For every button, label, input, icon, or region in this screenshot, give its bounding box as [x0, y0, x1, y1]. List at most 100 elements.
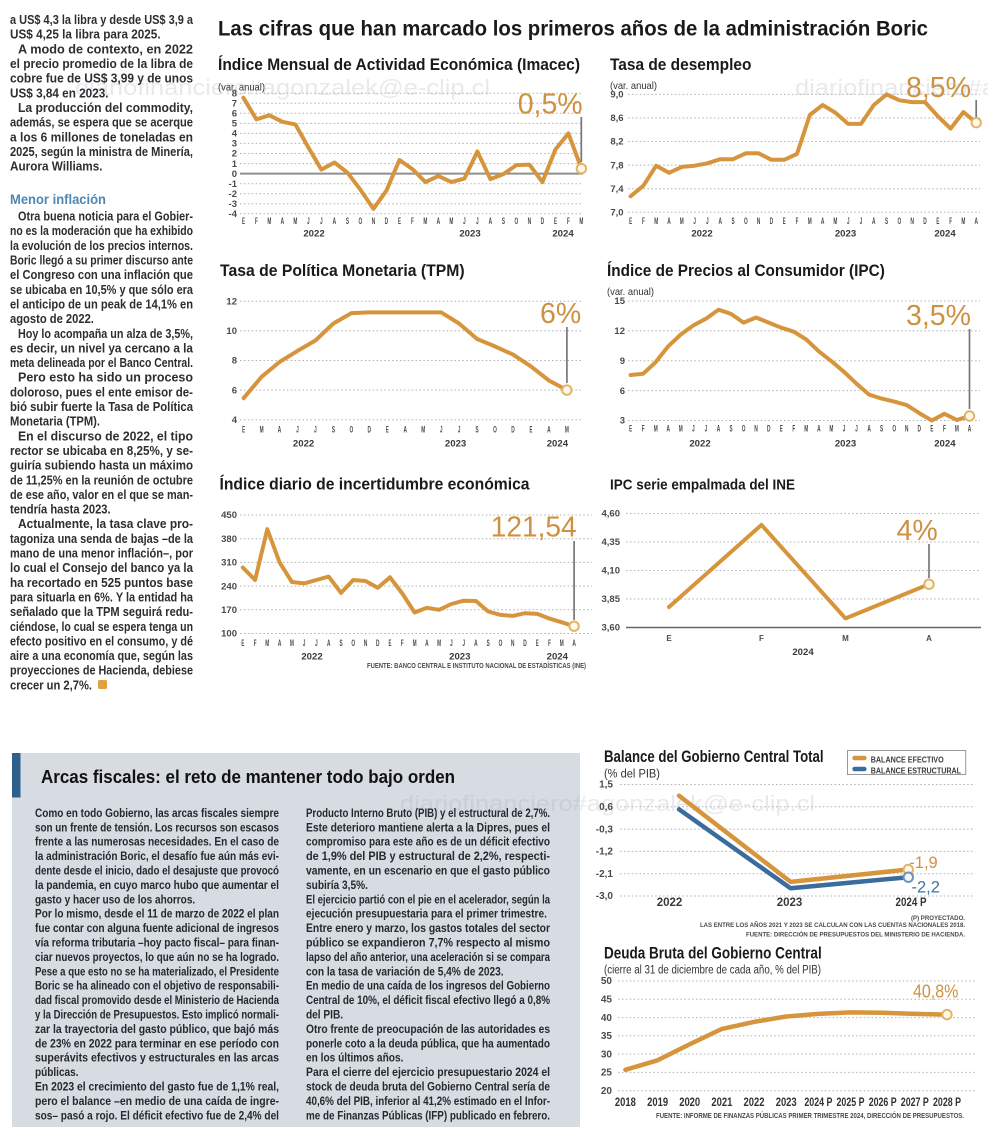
svg-text:40,8%: 40,8% — [913, 982, 958, 1002]
svg-text:M: M — [449, 216, 453, 226]
svg-text:M: M — [829, 424, 833, 434]
svg-text:M: M — [679, 424, 683, 434]
svg-text:6%: 6% — [540, 298, 581, 330]
svg-text:lapso del año anterior, una ac: lapso del año anterior, una aceleración … — [306, 950, 550, 964]
svg-text:2023: 2023 — [835, 229, 856, 240]
svg-text:A: A — [403, 425, 407, 435]
svg-text:F: F — [254, 638, 257, 648]
svg-text:frente a las numerosas necesid: frente a las numerosas necesidades. En e… — [35, 835, 279, 849]
svg-text:E: E — [530, 425, 533, 435]
svg-text:A: A — [867, 424, 871, 434]
svg-text:M: M — [560, 638, 564, 648]
svg-text:LAS ENTRE LOS AÑOS 2021 Y 2023: LAS ENTRE LOS AÑOS 2021 Y 2023 SE CALCUL… — [700, 920, 965, 929]
svg-text:8: 8 — [232, 356, 237, 367]
svg-text:F: F — [401, 638, 404, 648]
svg-text:M: M — [833, 216, 837, 226]
svg-text:diariofinanciero#agonzalek@e-c: diariofinanciero#agonzalek@e-clip.cl — [400, 791, 815, 816]
svg-text:S: S — [346, 216, 349, 226]
svg-text:3,85: 3,85 — [602, 594, 621, 605]
svg-text:vía reforma tributaria –hoy pa: vía reforma tributaria –hoy pacto fiscal… — [35, 936, 279, 950]
svg-text:A: A — [425, 638, 429, 648]
svg-text:crecer un 2,7%.: crecer un 2,7%. — [10, 678, 92, 692]
svg-text:M: M — [680, 216, 684, 226]
svg-text:ciar nuevos proyectos, lo que: ciar nuevos proyectos, lo que aún no se … — [35, 950, 279, 964]
svg-text:4: 4 — [232, 129, 238, 140]
svg-text:Deuda Bruta del Gobierno Centr: Deuda Bruta del Gobierno Central — [604, 945, 822, 963]
svg-text:F: F — [548, 638, 551, 648]
svg-text:1,5: 1,5 — [599, 780, 613, 791]
svg-text:se ubicaba en 10,5% y que sólo: se ubicaba en 10,5% y que sólo era — [10, 283, 194, 297]
svg-text:O: O — [493, 425, 497, 435]
svg-text:A: A — [667, 216, 671, 226]
svg-text:Actualmente, la tasa clave pro: Actualmente, la tasa clave pro- — [18, 517, 193, 531]
svg-text:2026 P: 2026 P — [869, 1097, 897, 1109]
svg-text:M: M — [579, 216, 583, 226]
svg-text:Índice diario de incertidumbre: Índice diario de incertidumbre económica — [220, 475, 530, 494]
svg-text:40,6% del PIB, inferior al 41,: 40,6% del PIB, inferior al 41,2% estimad… — [306, 1094, 550, 1108]
svg-text:IPC serie empalmada del INE: IPC serie empalmada del INE — [610, 477, 795, 494]
svg-text:M: M — [267, 216, 271, 226]
svg-text:-3: -3 — [229, 199, 237, 210]
svg-text:S: S — [476, 425, 479, 435]
svg-text:a US$ 4,3 la libra y desde US$: a US$ 4,3 la libra y desde US$ 3,9 a — [10, 13, 194, 27]
svg-text:F: F — [796, 216, 799, 226]
svg-text:Aurora Williams.: Aurora Williams. — [10, 160, 103, 174]
svg-text:E: E — [783, 216, 786, 226]
svg-text:310: 310 — [221, 558, 237, 569]
svg-text:2024: 2024 — [552, 229, 574, 240]
svg-text:M: M — [804, 424, 808, 434]
svg-text:M: M — [565, 425, 569, 435]
svg-text:O: O — [350, 425, 354, 435]
svg-text:D: D — [368, 425, 372, 435]
svg-text:2023: 2023 — [835, 439, 856, 450]
svg-text:380: 380 — [221, 534, 237, 545]
svg-text:J: J — [315, 638, 318, 648]
svg-text:Índice Mensual de Actividad Ec: Índice Mensual de Actividad Económica (I… — [218, 55, 580, 74]
svg-text:compromiso para este año es de: compromiso para este año es de un défici… — [306, 835, 550, 849]
svg-text:O: O — [499, 638, 503, 648]
svg-text:J: J — [450, 638, 453, 648]
svg-text:4%: 4% — [897, 515, 938, 547]
svg-text:-0,3: -0,3 — [596, 824, 614, 835]
svg-text:la evolución de los precios in: la evolución de los precios internos. — [10, 239, 193, 253]
svg-text:Otra buena noticia para el Gob: Otra buena noticia para el Gobier- — [18, 210, 193, 224]
svg-text:3,60: 3,60 — [602, 623, 621, 634]
svg-text:2023: 2023 — [445, 439, 466, 450]
svg-text:2022: 2022 — [744, 1097, 765, 1109]
svg-text:2: 2 — [232, 149, 237, 160]
svg-text:2025 P: 2025 P — [837, 1097, 865, 1109]
svg-text:-3,0: -3,0 — [596, 891, 614, 902]
svg-text:2027 P: 2027 P — [901, 1097, 929, 1109]
svg-text:O: O — [351, 638, 355, 648]
svg-text:-1,2: -1,2 — [596, 847, 614, 858]
svg-text:S: S — [332, 425, 335, 435]
svg-text:bió subir fuerte la Tasa de Po: bió subir fuerte la Tasa de Política — [10, 400, 194, 414]
svg-text:4,60: 4,60 — [602, 509, 621, 520]
svg-text:stock de deuda bruta del Gobie: stock de deuda bruta del Gobierno Centra… — [306, 1080, 550, 1094]
svg-text:2019: 2019 — [647, 1097, 668, 1109]
svg-text:A: A — [281, 216, 285, 226]
svg-text:2022: 2022 — [303, 229, 324, 240]
svg-text:A: A — [968, 424, 972, 434]
svg-text:de 23% en 2022 para terminar e: de 23% en 2022 para terminar en ese perí… — [35, 1036, 279, 1050]
svg-text:-4: -4 — [229, 209, 238, 220]
svg-text:2022: 2022 — [657, 897, 683, 909]
svg-text:J: J — [705, 424, 708, 434]
svg-text:E: E — [386, 425, 389, 435]
svg-text:8,5%: 8,5% — [906, 72, 971, 104]
svg-text:F: F — [792, 424, 795, 434]
svg-text:J: J — [847, 216, 850, 226]
svg-text:4: 4 — [232, 415, 238, 426]
svg-text:M: M — [654, 216, 658, 226]
svg-text:M: M — [423, 216, 427, 226]
svg-text:7,4: 7,4 — [610, 184, 624, 195]
svg-text:son un frente de tensión. Los: son un frente de tensión. Los recursos s… — [35, 820, 279, 834]
svg-text:N: N — [528, 216, 532, 226]
svg-text:35: 35 — [601, 1031, 613, 1042]
svg-text:doloroso, pues el ente emisor: doloroso, pues el ente emisor de- — [10, 385, 193, 399]
svg-text:E: E — [389, 638, 392, 648]
svg-text:2024: 2024 — [934, 439, 956, 450]
svg-text:A: A — [474, 638, 478, 648]
svg-text:D: D — [385, 216, 389, 226]
svg-text:2024 P: 2024 P — [896, 897, 927, 909]
